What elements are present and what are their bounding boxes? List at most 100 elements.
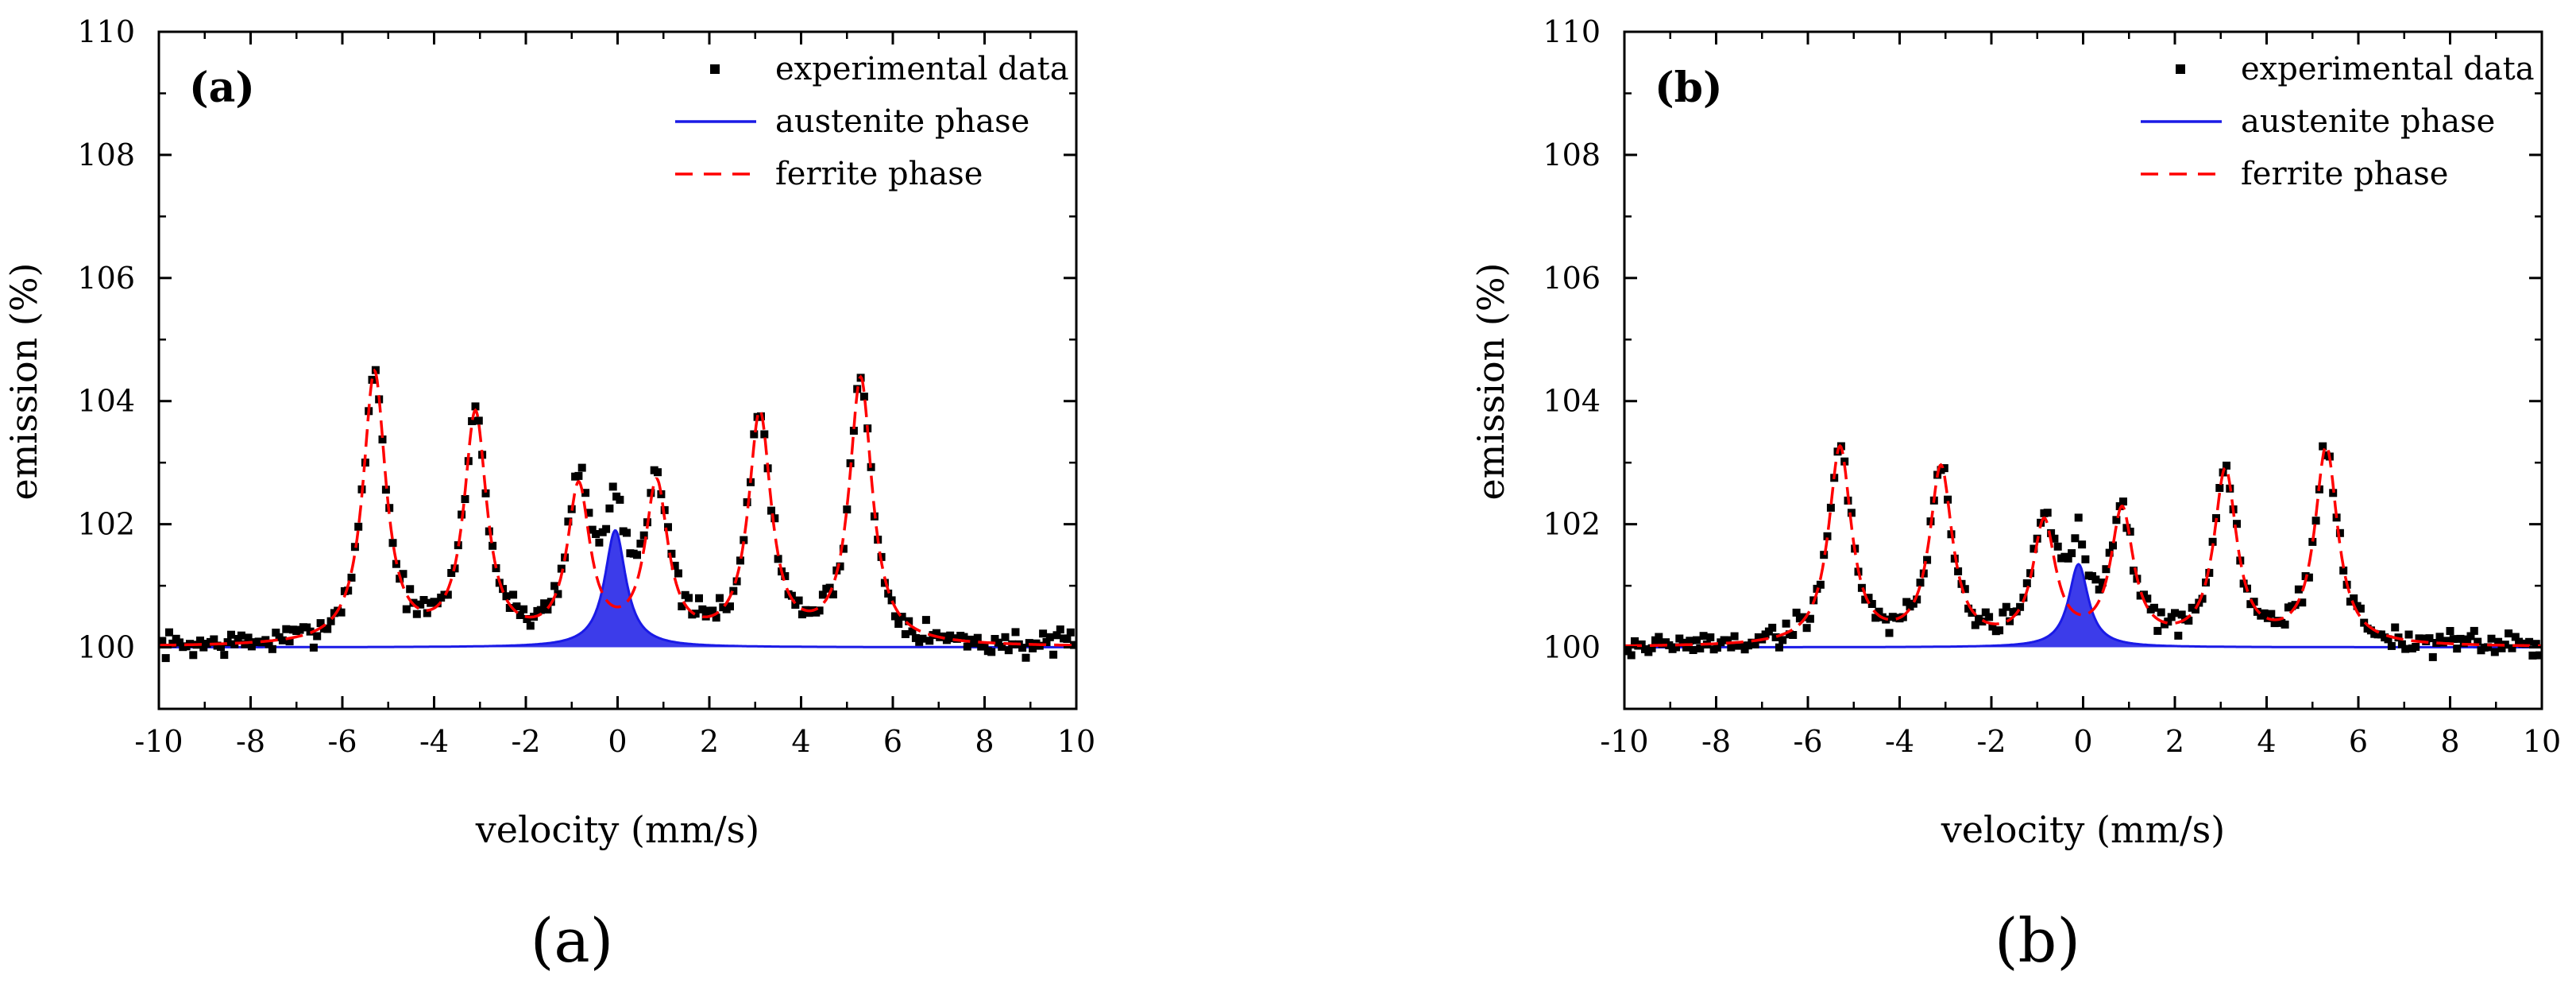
experimental-point	[1820, 551, 1829, 559]
experimental-point	[1647, 644, 1656, 652]
experimental-point	[2535, 651, 2542, 660]
experimental-point	[794, 596, 803, 605]
experimental-point	[709, 606, 717, 615]
experimental-point	[378, 435, 387, 443]
experimental-point	[2384, 635, 2393, 644]
experimental-point	[406, 585, 415, 594]
experimental-point	[595, 538, 604, 547]
experimental-point	[1988, 622, 1997, 631]
legend: experimental data austenite phase ferrite …	[2141, 51, 2535, 192]
legend-label: austenite phase	[775, 103, 1029, 140]
experimental-point	[519, 605, 528, 613]
experimental-point	[2525, 637, 2534, 646]
experimental-point	[1995, 626, 2004, 635]
experimental-point	[227, 630, 235, 639]
experimental-point	[1999, 608, 2007, 617]
experimental-point	[2215, 484, 2224, 492]
experimental-point	[399, 570, 407, 579]
experimental-point	[674, 569, 682, 578]
experimental-point	[585, 509, 593, 517]
experimental-point	[2250, 598, 2258, 606]
experimental-point	[2105, 548, 2114, 557]
experimental-point	[670, 561, 679, 570]
experimental-point	[998, 642, 1006, 651]
x-tick-label: -4	[419, 724, 449, 759]
experimental-point	[2508, 644, 2516, 652]
experimental-point	[2177, 610, 2186, 619]
experimental-point	[1792, 608, 1801, 617]
experimental-point	[1799, 613, 1808, 621]
y-tick-label: 102	[77, 507, 135, 542]
experimental-point	[2233, 520, 2241, 528]
y-axis-title: emission (%)	[2, 262, 45, 500]
experimental-point	[1885, 629, 1894, 637]
experimental-point	[1816, 580, 1825, 589]
experimental-point	[2294, 585, 2303, 594]
experimental-point	[2501, 641, 2509, 649]
experimental-point	[2329, 489, 2338, 497]
experimental-point	[2404, 630, 2413, 639]
experimental-point	[196, 637, 204, 644]
experimental-point	[781, 572, 790, 580]
x-tick-label: 10	[1057, 724, 1095, 759]
experimental-point	[1004, 646, 1013, 655]
panel-tag: (b)	[1655, 64, 1723, 112]
experimental-point	[2456, 634, 2465, 643]
experimental-point	[2130, 567, 2138, 575]
experimental-point	[481, 489, 490, 497]
experimental-point	[1913, 595, 1921, 604]
experimental-point	[1806, 614, 1814, 623]
experimental-point	[825, 583, 834, 592]
x-tick-label: -4	[1885, 724, 1914, 759]
experimental-point	[1944, 495, 1952, 504]
experimental-point	[2443, 637, 2451, 645]
experimental-point	[303, 623, 311, 632]
experimental-point	[461, 495, 469, 503]
experimental-point	[347, 573, 356, 582]
experimental-point	[994, 638, 1002, 647]
experimental-point	[1070, 641, 1076, 649]
experimental-point	[433, 599, 442, 608]
experimental-point	[523, 615, 531, 623]
experimental-point	[2487, 634, 2496, 643]
experimental-point	[323, 625, 332, 633]
experimental-point	[516, 611, 524, 619]
x-tick-label: 0	[608, 724, 627, 759]
experimental-point	[839, 544, 848, 553]
experimental-point	[1875, 607, 1883, 616]
experimental-point	[502, 592, 511, 601]
experimental-point	[543, 606, 552, 613]
x-tick-label: 2	[700, 724, 719, 759]
experimental-point	[189, 651, 198, 660]
experimental-point	[1655, 633, 1663, 641]
experimental-point	[468, 417, 477, 425]
experimental-point	[602, 524, 611, 533]
ferrite-line	[159, 368, 1076, 647]
experimental-point	[2308, 537, 2317, 546]
experimental-point	[616, 495, 624, 504]
experimental-point	[2490, 648, 2499, 656]
experimental-point	[2192, 606, 2199, 613]
experimental-point	[282, 625, 291, 633]
experimental-point	[1039, 629, 1048, 638]
legend-label: experimental data	[775, 51, 1069, 87]
experimental-point	[316, 619, 325, 628]
y-tick-label: 104	[77, 384, 135, 419]
experimental-point	[574, 471, 583, 480]
experimental-point	[1751, 640, 1759, 648]
x-axis-title: velocity (mm/s)	[475, 808, 759, 851]
experimental-point	[925, 637, 934, 645]
experimental-point	[1826, 503, 1835, 512]
experimental-point	[908, 627, 917, 636]
experimental-point	[1985, 613, 1994, 621]
experimental-point	[942, 636, 951, 644]
experimental-point	[836, 562, 844, 571]
experimental-point	[2401, 644, 2410, 653]
experimental-point	[2319, 442, 2327, 451]
experimental-point	[217, 643, 225, 651]
experimental-point	[223, 638, 232, 647]
experimental-point	[667, 549, 676, 558]
experimental-point	[412, 610, 421, 618]
chart-panel-b: -10 -8 -6 -4 -2 0 2 4 6 8 10 100 102 104 106 108 110 velo…	[1470, 14, 2561, 976]
